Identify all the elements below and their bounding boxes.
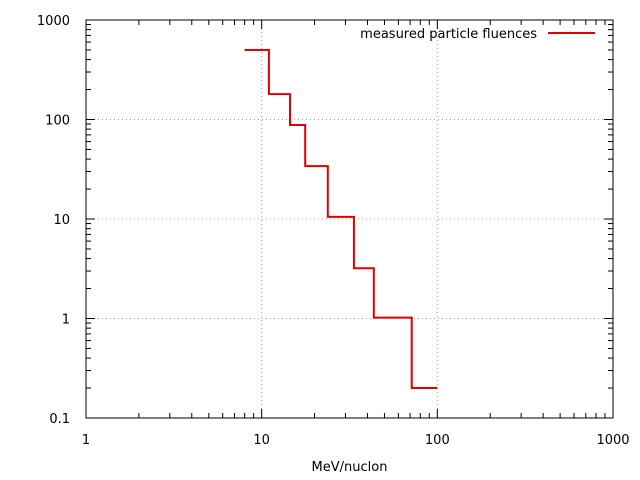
grid [86, 20, 613, 418]
plot-frame [85, 19, 614, 419]
legend-label: measured particle fluences [360, 27, 537, 42]
y-tick-label: 0.1 [49, 412, 70, 427]
legend: measured particle fluences [360, 27, 595, 42]
x-axis-label: MeV/nuclon [312, 460, 388, 475]
y-tick-labels: 0.1 1 10 100 1000 [37, 14, 70, 427]
series-layer [244, 49, 438, 389]
minor-ticks [85, 19, 614, 419]
series-line [244, 49, 438, 389]
x-tick-label: 1 [82, 433, 90, 448]
y-tick-label: 10 [53, 213, 70, 228]
x-tick-label: 100 [425, 433, 450, 448]
x-tick-labels: 1 10 100 1000 [82, 433, 630, 448]
y-tick-label: 100 [45, 114, 70, 129]
x-tick-label: 10 [253, 433, 270, 448]
y-tick-label: 1 [62, 313, 70, 328]
x-tick-label: 1000 [596, 433, 629, 448]
y-tick-label: 1000 [37, 14, 70, 29]
